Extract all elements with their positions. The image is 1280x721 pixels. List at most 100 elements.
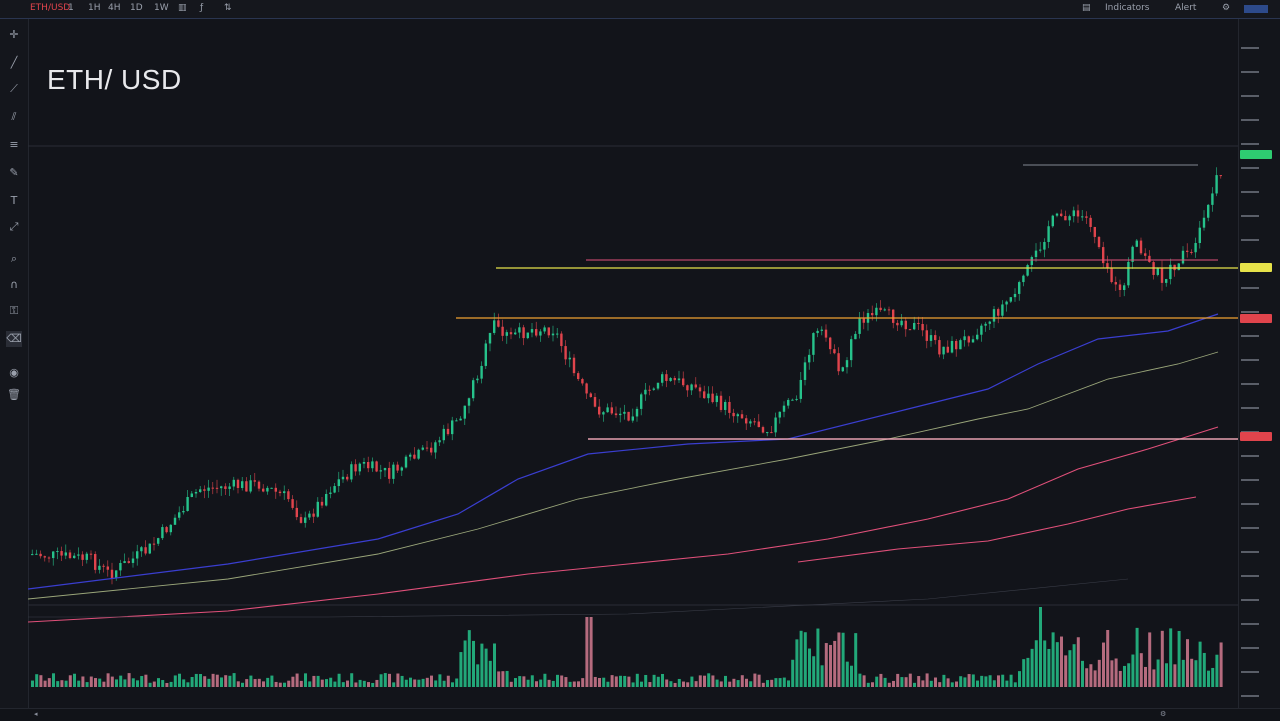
price-axis[interactable] [1238, 19, 1280, 709]
volume-bar [598, 677, 601, 687]
interval-1h[interactable]: 1H [88, 3, 101, 13]
volume-bar [728, 681, 732, 687]
range-1d-button[interactable]: ◂ [34, 710, 38, 718]
candle-body [1211, 193, 1214, 205]
volume-bar [955, 681, 958, 687]
indicators-icon[interactable]: ƒ [200, 3, 204, 13]
price-axis-tick [1241, 479, 1259, 481]
volume-bar [47, 678, 51, 687]
candle-body [1169, 264, 1172, 280]
volume-bar [245, 679, 249, 687]
candle-body [585, 383, 588, 394]
candle-body [442, 428, 445, 441]
candle-body [1034, 250, 1038, 258]
interval-4h[interactable]: 4H [108, 3, 121, 13]
candle-body [383, 467, 387, 471]
trash-icon[interactable]: 🗑 [7, 388, 21, 401]
candle-body [1022, 275, 1025, 283]
volume-bar [417, 679, 421, 687]
volume-bar [749, 681, 753, 687]
volume-bar [1144, 666, 1147, 687]
candle-body [631, 416, 634, 421]
volume-bar [375, 679, 379, 687]
magnet-icon[interactable]: ∩ [9, 278, 19, 291]
candle-body [1202, 217, 1206, 228]
candle-body [262, 488, 265, 492]
lock-icon[interactable]: ⚿ [9, 304, 19, 317]
candle-body [766, 432, 769, 434]
volume-bar [35, 674, 39, 687]
volume-bar [879, 673, 883, 687]
candle-body [203, 489, 206, 491]
settings-icon[interactable]: ⚙ [1222, 3, 1231, 13]
candle-body [850, 339, 853, 361]
eye-icon[interactable]: ◉ [9, 366, 19, 379]
candle-body [942, 346, 945, 355]
interval-1[interactable]: 1 [68, 3, 74, 13]
crosshair-icon[interactable]: ✛ [9, 28, 19, 41]
price-axis-tick [1241, 359, 1259, 361]
candle-body [892, 309, 895, 323]
volume-bar [530, 675, 534, 687]
candle-body [140, 547, 143, 552]
candle-body [1030, 257, 1033, 266]
candle-body [602, 412, 605, 415]
volume-bar [98, 678, 102, 687]
price-chart[interactable] [28, 19, 1238, 709]
volume-bar [698, 675, 702, 687]
volume-bar [64, 680, 68, 687]
price-axis-tick [1241, 287, 1259, 289]
zoom-icon[interactable]: ⌕ [10, 252, 18, 265]
volume-bar [766, 680, 769, 687]
volume-bar [278, 682, 282, 687]
candle-body [623, 411, 626, 414]
candle-body [997, 309, 1000, 316]
volume-bar [929, 680, 933, 687]
candle-body [98, 565, 101, 570]
channel-icon[interactable]: ⫽ [11, 110, 17, 123]
candle-body [291, 499, 294, 508]
candle-body [194, 491, 198, 494]
volume-bar [917, 676, 921, 687]
measure-icon[interactable]: ⤢ [9, 220, 19, 233]
watchlist-icon[interactable]: ▤ [1082, 3, 1091, 13]
interval-1w[interactable]: 1W [154, 3, 169, 13]
candle-body [757, 421, 760, 428]
symbol-code[interactable]: ETH/USD [30, 3, 71, 13]
candle-body [724, 401, 727, 410]
trend-line-icon[interactable]: ╱ [10, 56, 18, 69]
volume-bar [1106, 629, 1110, 687]
candle-body [110, 569, 114, 579]
indicators-button[interactable]: Indicators [1105, 3, 1150, 13]
volume-bar [224, 675, 228, 687]
compare-icon[interactable]: ⇅ [224, 3, 232, 13]
candle-body [392, 464, 395, 479]
candle-body [127, 561, 130, 563]
eraser-icon[interactable]: ⌫ [6, 331, 22, 347]
candle-body [652, 388, 655, 390]
alert-button[interactable]: Alert [1175, 3, 1197, 13]
volume-bar [241, 682, 244, 687]
volume-bar [1190, 658, 1194, 687]
volume-bar [493, 643, 496, 687]
candle-body [89, 553, 93, 555]
ray-icon[interactable]: ⟋ [10, 82, 18, 95]
candle-body [606, 407, 609, 413]
settings-bottom-icon[interactable]: ⚙ [1160, 710, 1167, 718]
volume-bar [85, 682, 89, 687]
drawing-toolbar: ✛ ╱ ⟋ ⫽ ≡ ✎ T ⤢ ⌕ ∩ ⚿ ⌫ ◉ 🗑 [0, 19, 29, 720]
volume-bar [959, 676, 963, 687]
fib-icon[interactable]: ≡ [9, 138, 19, 151]
interval-1d[interactable]: 1D [130, 3, 143, 13]
candles-icon[interactable]: ▥ [178, 3, 187, 13]
volume-bar [451, 682, 454, 687]
brush-icon[interactable]: ✎ [9, 166, 19, 179]
candle-body [967, 336, 970, 343]
text-icon[interactable]: T [10, 194, 18, 207]
candle-body [770, 432, 773, 434]
volume-bar [787, 680, 790, 687]
publish-button[interactable] [1244, 5, 1268, 13]
candles-group [31, 167, 1222, 585]
candle-body [1089, 217, 1092, 227]
candle-body [829, 337, 832, 350]
